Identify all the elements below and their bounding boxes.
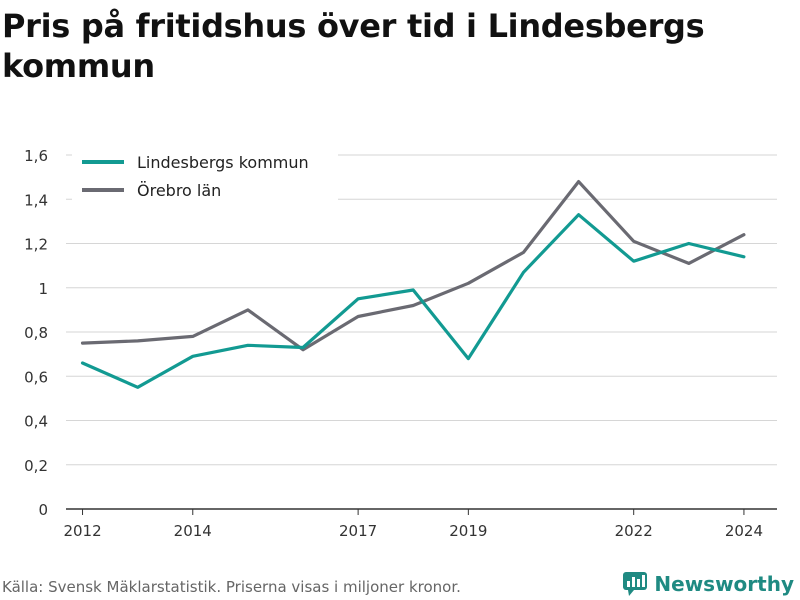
legend-label: Lindesbergs kommun <box>137 153 309 172</box>
y-tick-label: 0,4 <box>24 413 48 431</box>
y-tick-label: 1,4 <box>24 191 48 209</box>
y-tick-label: 1,6 <box>24 147 48 165</box>
legend: Lindesbergs kommun Örebro län <box>72 145 338 203</box>
x-tick-label: 2017 <box>339 522 377 540</box>
y-tick-label: 1 <box>38 280 48 298</box>
y-tick-label: 0,2 <box>24 457 48 475</box>
series-line-örebro-län <box>80 180 746 352</box>
x-tick-label: 2022 <box>615 522 653 540</box>
legend-label: Örebro län <box>137 181 221 200</box>
y-axis-ticks: 0 0,2 0,4 0,6 0,8 1 1,2 1,4 1,6 <box>24 147 48 519</box>
y-tick-label: 0,6 <box>24 368 48 386</box>
y-tick-label: 0,8 <box>24 324 48 342</box>
series-line-lindesbergs-kommun <box>80 213 746 389</box>
x-axis: 2012 2014 2017 2019 2022 2024 <box>63 508 777 540</box>
brand-logo[interactable]: Newsworthy <box>622 570 794 598</box>
source-note: Källa: Svensk Mäklarstatistik. Priserna … <box>2 578 461 596</box>
x-tick-label: 2014 <box>174 522 212 540</box>
legend-background <box>72 145 338 203</box>
newsworthy-logo-icon <box>623 572 648 596</box>
x-tick-label: 2019 <box>449 522 487 540</box>
series-lines <box>80 180 746 389</box>
brand-name: Newsworthy <box>654 572 794 596</box>
y-tick-label: 1,2 <box>24 236 48 254</box>
chart-title: Pris på fritidshus över tid i Lindesberg… <box>2 7 705 85</box>
x-tick-label: 2024 <box>725 522 763 540</box>
y-tick-label: 0 <box>38 501 48 519</box>
x-tick-label: 2012 <box>63 522 101 540</box>
